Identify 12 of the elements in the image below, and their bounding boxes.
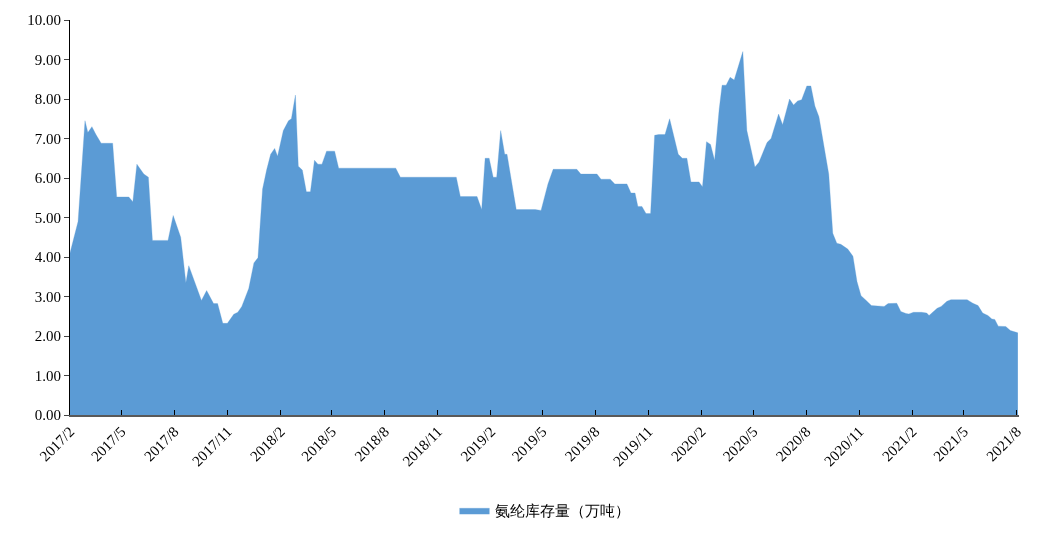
y-tick-label: 7.00 — [34, 130, 61, 147]
y-tick-label: 1.00 — [34, 367, 61, 384]
y-tick-label: 9.00 — [34, 51, 61, 68]
y-tick-label: 6.00 — [34, 170, 61, 187]
y-tick-label: 4.00 — [34, 249, 61, 266]
y-tick-label: 2.00 — [34, 328, 61, 345]
y-tick-label: 0.00 — [34, 407, 61, 424]
legend-label: 氨纶库存量（万吨） — [494, 502, 630, 521]
y-tick-label: 8.00 — [34, 91, 61, 108]
y-tick-label: 10.00 — [27, 12, 61, 29]
y-tick-label: 3.00 — [34, 288, 61, 305]
y-tick-label: 5.00 — [34, 209, 61, 226]
